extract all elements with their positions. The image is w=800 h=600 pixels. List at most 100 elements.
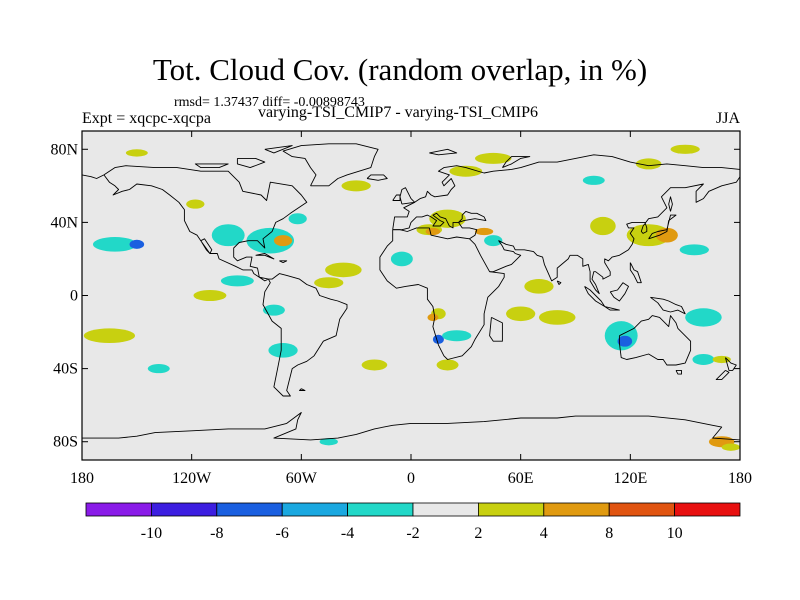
anomaly-patch — [268, 343, 298, 358]
anomaly-patch — [390, 251, 413, 267]
anomaly-patch — [319, 438, 338, 446]
colorbar-swatch — [85, 502, 152, 517]
anomaly-patch — [692, 353, 715, 365]
anomaly-patch — [314, 277, 344, 289]
colorbar-label: -2 — [406, 525, 419, 542]
coastline — [194, 163, 229, 169]
anomaly-patch — [604, 321, 638, 351]
anomaly-patch — [262, 304, 285, 316]
stats-line: rmsd= 1.37437 diff= -0.00898743 — [174, 95, 365, 110]
anomaly-patch — [685, 308, 722, 327]
anomaly-patch — [246, 227, 295, 254]
coastline — [604, 306, 620, 311]
anomaly-patch — [506, 306, 536, 322]
anomaly-patch — [436, 359, 459, 371]
coastline — [489, 176, 740, 295]
colorbar-swatch — [412, 502, 479, 517]
coastline — [82, 174, 105, 179]
coastline — [556, 280, 562, 285]
lon-tick-label: 60E — [508, 470, 534, 487]
lat-tick-label: 40N — [50, 214, 78, 231]
anomaly-patch — [341, 180, 371, 192]
coastline — [82, 412, 740, 441]
colorbar: -10 -8 -6 -4 -2 2 4 8 10 — [85, 502, 741, 542]
coastline — [618, 315, 692, 366]
anomaly-patch — [361, 359, 388, 371]
expt-label: Expt = xqcpc-xqcpa — [82, 110, 211, 127]
anomaly-patch — [635, 158, 662, 170]
anomaly-patch — [92, 237, 137, 252]
anomaly-patch — [474, 227, 494, 236]
anomaly-patch — [590, 216, 616, 236]
coastline — [392, 210, 487, 240]
anomaly-patch — [626, 224, 671, 247]
anomaly-patch — [220, 275, 254, 287]
colorbar-swatch — [608, 502, 676, 517]
anomaly-patch — [582, 175, 605, 185]
anomaly-patch — [474, 152, 512, 164]
anomaly-patch — [712, 355, 731, 364]
anomaly-patch — [655, 227, 678, 243]
coastline — [392, 194, 401, 201]
colorbar-swatch — [216, 502, 283, 517]
lat-tick-label: 0 — [70, 288, 78, 305]
lon-tick-label: 120W — [172, 470, 212, 487]
anomaly-patch — [125, 149, 148, 157]
coastline — [724, 357, 737, 371]
anomaly-patch — [484, 235, 503, 247]
lon-tick-label: 180 — [728, 470, 752, 487]
colorbar-swatch — [281, 502, 349, 517]
anomaly-patch — [670, 144, 700, 154]
lat-tick-label: 40S — [53, 361, 78, 378]
anomaly-patch — [425, 227, 441, 236]
anomaly-patch — [449, 165, 483, 177]
colorbar-label: -10 — [141, 525, 162, 542]
map-background — [82, 131, 740, 460]
coastline — [650, 296, 686, 315]
coastline — [648, 214, 677, 240]
anomaly-patch — [721, 443, 740, 451]
colorbar-label: 2 — [474, 525, 482, 542]
coastline — [502, 156, 531, 169]
coastline — [429, 148, 458, 156]
colorbar-swatch — [347, 502, 414, 517]
coastline — [236, 157, 266, 169]
coastline — [366, 174, 388, 181]
lon-tick-label: 180 — [70, 470, 94, 487]
anomaly-patch — [617, 335, 633, 347]
anomaly-patch — [679, 244, 709, 256]
colorbar-label: -4 — [341, 525, 354, 542]
coastline — [299, 388, 306, 391]
coastline — [629, 262, 642, 284]
coastline — [392, 154, 740, 230]
lat-tick-label: 80N — [50, 141, 78, 158]
colorbar-swatch — [543, 502, 610, 517]
anomaly-patch — [147, 364, 170, 374]
lon-tick-label: 0 — [407, 470, 415, 487]
coastline — [264, 145, 293, 154]
coastline — [489, 316, 503, 342]
coastline — [609, 282, 629, 302]
axis-ticks: 80N 40N 0 40S 80S 180 120W 60W 0 60E 120E 180 — [50, 131, 752, 487]
colorbar-label: 4 — [540, 525, 548, 542]
anomaly-patch — [211, 224, 245, 247]
colorbar-label: 10 — [667, 525, 683, 542]
season-label: JJA — [716, 110, 741, 127]
lat-tick-label: 80S — [53, 434, 78, 451]
anomaly-patch — [186, 199, 205, 209]
colorbar-swatch — [477, 502, 545, 517]
anomaly-patch — [538, 310, 576, 325]
anomaly-patch — [193, 290, 227, 301]
lon-tick-label: 60W — [286, 470, 318, 487]
colorbar-swatch — [150, 502, 218, 517]
anomaly-patch — [129, 239, 145, 249]
coastline — [279, 260, 288, 264]
colorbar-label: -6 — [276, 525, 289, 542]
anomaly-patch — [429, 209, 466, 228]
anomaly-patch — [288, 213, 307, 225]
anomaly-patch — [427, 313, 439, 322]
coastline — [103, 165, 348, 397]
anomaly-patch — [442, 330, 472, 342]
coastline — [715, 370, 730, 381]
experiment-label: varying-TSI_CMIP7 - varying-TSI_CMIP6 — [258, 104, 538, 121]
